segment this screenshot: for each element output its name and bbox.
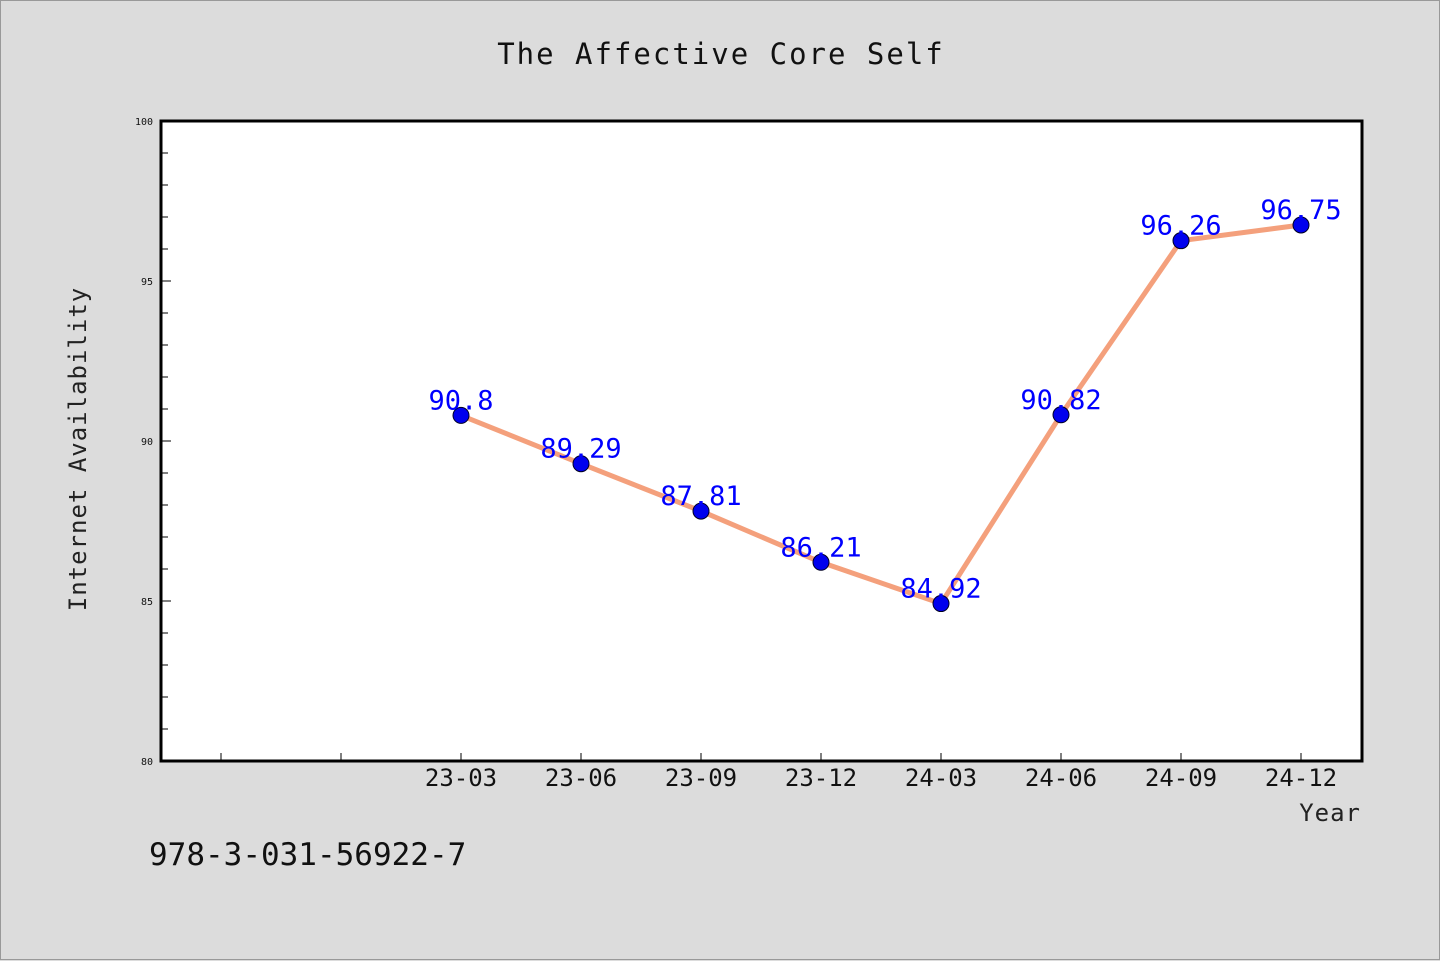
y-axis-label: Internet Availability	[64, 287, 92, 611]
data-point	[692, 502, 710, 520]
data-point	[1172, 232, 1190, 250]
data-series	[452, 216, 1310, 613]
chart-title: The Affective Core Self	[497, 37, 945, 71]
y-tick-label: 90	[141, 437, 153, 448]
plot-frame	[159, 119, 1364, 763]
x-tick-label: 23-12	[785, 764, 857, 792]
y-tick-label: 80	[141, 757, 153, 768]
y-tick-label: 95	[141, 277, 153, 288]
data-label: 90.82	[1020, 385, 1101, 416]
data-labels: 90.8 89.29 87.81 86.21 84.92 90.82 96.26 96.75	[428, 195, 1341, 605]
data-label: 90.8	[428, 385, 493, 416]
data-label: 96.26	[1140, 211, 1221, 242]
data-point	[1052, 406, 1070, 424]
x-tick-label: 24-09	[1145, 764, 1217, 792]
x-tick-label: 24-06	[1025, 764, 1097, 792]
data-label: 89.29	[540, 434, 621, 465]
x-tick-label: 23-03	[425, 764, 497, 792]
data-label: 86.21	[780, 532, 861, 563]
plot-area	[161, 121, 1362, 761]
data-point	[932, 595, 950, 613]
x-axis: 23-03 23-06 23-09 23-12 24-03 24-06 24-09 24-12	[220, 753, 1337, 792]
x-axis-label: Year	[1299, 799, 1361, 827]
data-point	[812, 553, 830, 571]
data-label: 96.75	[1260, 195, 1341, 226]
data-point	[1292, 216, 1310, 234]
series-line	[458, 222, 1304, 607]
x-tick-label: 24-12	[1265, 764, 1337, 792]
data-point	[572, 455, 590, 473]
data-label: 84.92	[900, 574, 981, 605]
y-tick-label: 85	[141, 597, 153, 608]
data-point	[452, 406, 470, 424]
data-label: 87.81	[660, 481, 741, 512]
x-tick-label: 24-03	[905, 764, 977, 792]
isbn-text: 978-3-031-56922-7	[149, 837, 466, 873]
x-tick-label: 23-09	[665, 764, 737, 792]
x-tick-label: 23-06	[545, 764, 617, 792]
y-tick-label: 100	[135, 117, 153, 128]
